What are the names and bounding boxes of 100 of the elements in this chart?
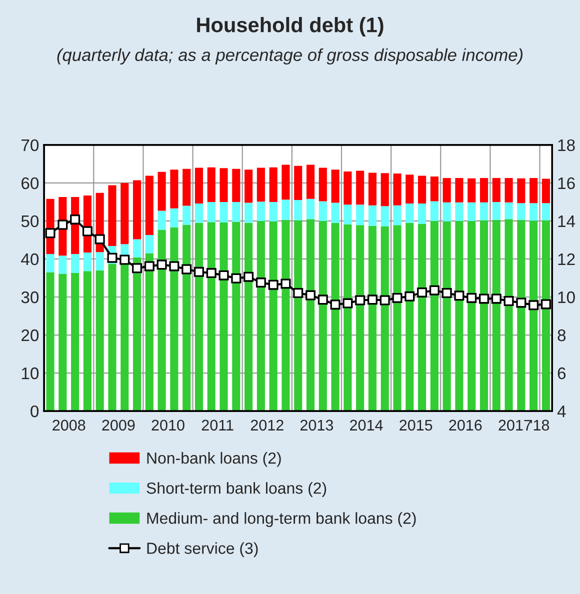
bar	[269, 202, 278, 222]
y-tick-label: 70	[22, 139, 39, 152]
bar	[430, 201, 438, 221]
bar	[356, 225, 364, 412]
bar	[406, 174, 414, 204]
point	[82, 226, 92, 236]
legend-label: Short-term bank loans (2)	[146, 482, 326, 497]
y-tick-label: 40	[21, 253, 39, 266]
bar	[380, 226, 389, 412]
bar	[170, 170, 178, 208]
point	[45, 228, 56, 238]
point	[70, 214, 80, 224]
point	[417, 287, 428, 298]
bar	[306, 219, 315, 412]
point	[206, 268, 216, 278]
bar	[194, 222, 204, 412]
bar	[331, 202, 340, 223]
bar	[256, 220, 265, 412]
point	[94, 234, 105, 244]
bar	[455, 178, 464, 202]
x-tick-label: 2017	[498, 420, 532, 431]
point	[528, 300, 539, 310]
point	[540, 299, 551, 310]
bar	[492, 220, 500, 412]
legend-label: Non-bank loans (2)	[147, 452, 281, 467]
bar	[158, 210, 166, 230]
point	[342, 298, 353, 308]
bar	[232, 222, 240, 412]
bar	[468, 220, 476, 412]
bar	[504, 178, 513, 202]
bar	[220, 222, 228, 412]
point	[268, 280, 278, 290]
bar	[108, 264, 116, 412]
y-tick-label: 0	[30, 405, 39, 418]
bar	[294, 220, 302, 412]
point	[516, 298, 526, 308]
x-tick-label: '18	[530, 420, 550, 431]
bar	[58, 274, 67, 412]
bar	[344, 172, 352, 205]
bar	[83, 252, 92, 272]
point	[306, 290, 316, 300]
point	[58, 220, 68, 230]
bar	[145, 176, 154, 236]
bar	[517, 178, 526, 204]
bar	[318, 168, 327, 202]
bar	[480, 202, 488, 220]
bar	[220, 168, 228, 202]
chart-title: Household debt (1)	[197, 17, 384, 36]
bar	[504, 202, 513, 220]
bar	[542, 178, 550, 204]
legend-label: Medium- and long-term bank loans (2)	[147, 512, 416, 528]
bar	[492, 202, 500, 220]
bar	[430, 176, 438, 202]
point	[454, 290, 464, 301]
bar	[430, 220, 438, 412]
bar	[132, 180, 142, 240]
bar	[344, 204, 352, 224]
bar	[418, 176, 426, 204]
point	[293, 288, 304, 298]
point	[256, 278, 266, 288]
bar	[380, 173, 389, 206]
legend-label: Debt service (3)	[147, 542, 258, 558]
bar	[504, 219, 513, 412]
point	[367, 294, 378, 305]
bar	[380, 206, 389, 226]
bar	[468, 202, 476, 221]
bar	[542, 220, 550, 412]
point	[392, 292, 402, 303]
bar	[256, 168, 265, 202]
point	[504, 296, 514, 306]
bar	[530, 203, 538, 221]
point	[355, 295, 366, 306]
bar	[158, 230, 166, 412]
bar	[194, 168, 204, 204]
bar	[517, 220, 526, 412]
y2-tick-label: 14	[558, 216, 576, 228]
point	[156, 260, 167, 270]
bar	[517, 203, 526, 220]
bar	[406, 222, 414, 412]
point	[330, 300, 340, 310]
point	[132, 263, 142, 274]
bar	[282, 200, 290, 220]
point	[231, 273, 242, 284]
x-tick-label: 2016	[449, 420, 482, 431]
bar	[232, 202, 240, 222]
bar	[530, 220, 538, 412]
bar	[71, 273, 80, 412]
bar	[492, 178, 500, 202]
bar	[306, 198, 315, 220]
bar	[194, 203, 204, 223]
y2-tick-label: 6	[558, 367, 566, 380]
bar	[96, 252, 104, 270]
bar	[294, 166, 302, 200]
bar	[455, 202, 464, 221]
y-tick-label: 10	[22, 367, 39, 380]
bar	[244, 222, 253, 412]
bar	[480, 178, 488, 202]
bar	[393, 173, 402, 206]
y2-tick-label: 8	[558, 329, 566, 342]
bar	[170, 208, 178, 228]
